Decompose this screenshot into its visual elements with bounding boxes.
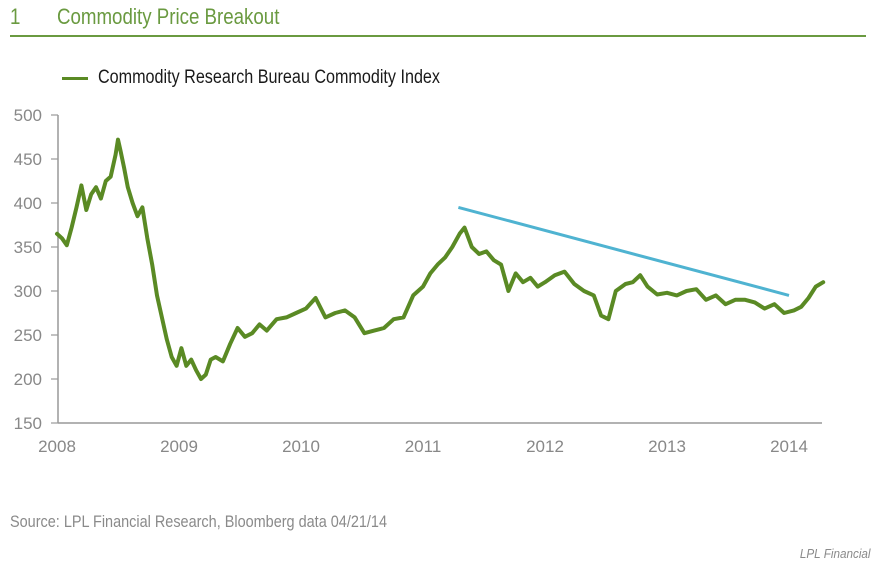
y-tick-label: 300 <box>14 282 42 301</box>
plot-area <box>55 137 826 381</box>
trendline <box>457 205 790 297</box>
y-tick-label: 450 <box>14 150 42 169</box>
x-tick-label: 2014 <box>770 437 808 456</box>
source-note: Source: LPL Financial Research, Bloomber… <box>10 512 388 531</box>
x-tick-label: 2009 <box>160 437 198 456</box>
axes: 150 200 250 300 350 400 450 500 2008 2009 2010 2011… <box>14 106 822 456</box>
chart-number: 1 <box>10 4 21 29</box>
x-tick-label: 2010 <box>282 437 320 456</box>
y-tick-label: 400 <box>14 194 42 213</box>
chart-canvas: 150 200 250 300 350 400 450 500 2008 2009 2010 2011… <box>14 106 826 456</box>
x-tick-label: 2012 <box>526 437 564 456</box>
series-line <box>55 137 826 381</box>
x-tick-label: 2011 <box>405 437 442 456</box>
legend-label: Commodity Research Bureau Commodity Inde… <box>98 67 440 88</box>
legend: Commodity Research Bureau Commodity Inde… <box>62 66 500 90</box>
y-tick-label: 150 <box>14 414 42 433</box>
x-tick-label: 2008 <box>38 437 76 456</box>
y-tick-label: 500 <box>14 106 42 125</box>
y-tick-label: 250 <box>14 326 42 345</box>
y-tick-label: 350 <box>14 238 42 257</box>
chart-title: Commodity Price Breakout <box>57 4 280 29</box>
brand-label: LPL Financial <box>800 546 871 561</box>
legend-swatch <box>62 76 88 80</box>
x-tick-label: 2013 <box>648 437 686 456</box>
y-tick-label: 200 <box>14 370 42 389</box>
chart-header: 1 Commodity Price Breakout <box>10 2 866 37</box>
